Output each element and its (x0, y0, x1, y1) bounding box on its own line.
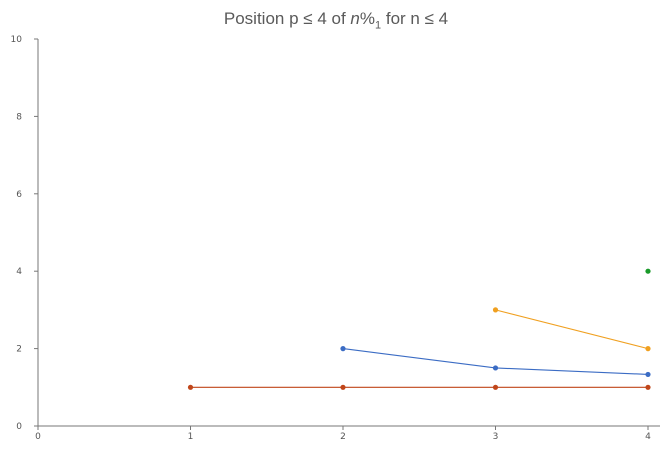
y-tick-label: 8 (16, 112, 22, 122)
series-1-point (492, 384, 499, 390)
series-1-point (645, 384, 651, 390)
x-tick-label: 0 (35, 432, 41, 442)
y-tick-label: 6 (16, 190, 22, 200)
title-sub: 1 (375, 19, 382, 32)
y-tick-label: 10 (11, 35, 23, 45)
series-3-point (645, 346, 651, 352)
title-prefix: Position p ≤ 4 of (223, 9, 351, 28)
x-tick-label: 1 (188, 432, 194, 442)
chart-title: Position p ≤ 4 of n%1 for n ≤ 4 (0, 9, 672, 31)
title-var: n (350, 9, 360, 28)
x-tick-label: 2 (340, 432, 346, 442)
y-tick-label: 0 (16, 422, 22, 432)
y-tick-label: 2 (16, 345, 22, 355)
series-3-line (495, 309, 649, 350)
series-3-point (492, 307, 499, 313)
series-2-point (492, 365, 499, 371)
x-tick-label: 4 (645, 432, 651, 442)
series-2-point (340, 346, 346, 352)
series-4-point (645, 268, 651, 274)
series-2-point (645, 371, 651, 378)
series-1-point (187, 384, 194, 390)
title-suffix: for n ≤ 4 (381, 9, 449, 28)
y-tick-label: 4 (16, 267, 22, 277)
title-op: % (359, 9, 375, 28)
x-tick-label: 3 (493, 432, 499, 442)
series-1-point (340, 384, 346, 390)
